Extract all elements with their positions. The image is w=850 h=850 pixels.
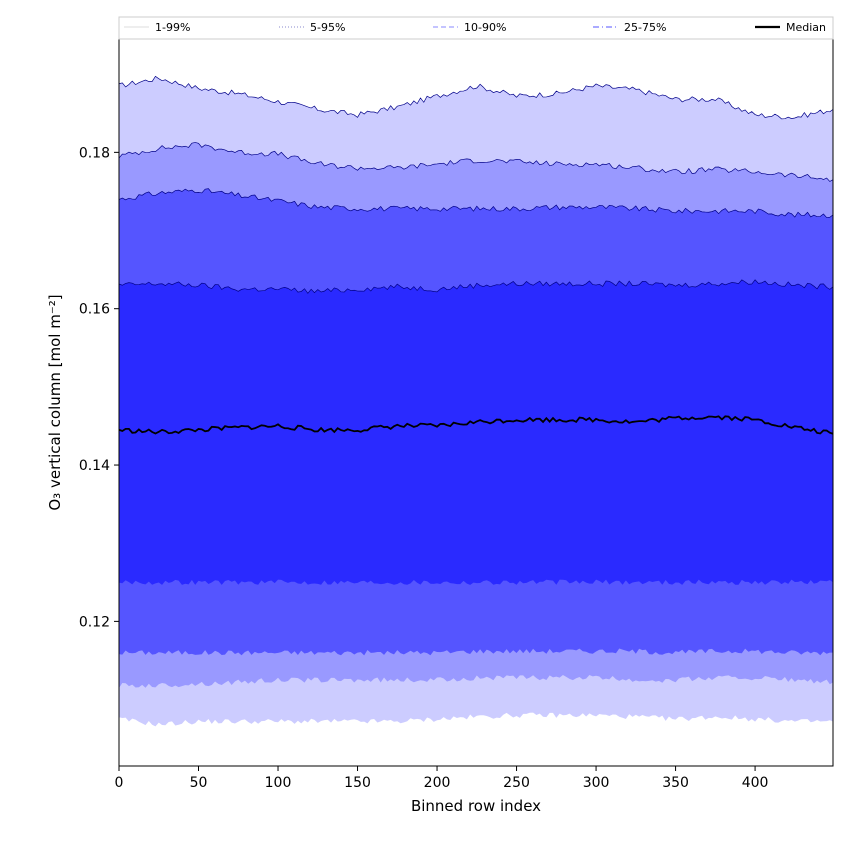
x-tick-label: 100 — [265, 775, 292, 791]
y-axis-label: O₃ vertical column [mol m⁻²] — [46, 294, 64, 510]
band-upper-edge-1-99% — [118, 75, 834, 120]
legend: 1-99% 5-95% 10-90% 25-75% Median — [118, 16, 834, 40]
band-upper-edge-10-90% — [118, 188, 834, 218]
x-tick-label: 400 — [742, 775, 769, 791]
legend-label: 10-90% — [464, 21, 506, 34]
x-tick-label: 250 — [503, 775, 530, 791]
legend-label: 25-75% — [624, 21, 666, 34]
legend-label: Median — [786, 21, 826, 34]
y-axis-ticks: 0.12 0.14 0.16 0.18 — [79, 145, 119, 630]
legend-label: 1-99% — [155, 21, 190, 34]
y-tick-label: 0.14 — [79, 458, 110, 474]
band-25-75% — [119, 279, 833, 585]
y-tick-label: 0.12 — [79, 614, 110, 630]
band-upper-edge-5-95% — [118, 142, 834, 182]
x-tick-label: 50 — [190, 775, 208, 791]
x-tick-label: 300 — [583, 775, 610, 791]
series-line-median — [118, 415, 834, 435]
x-axis-ticks: 0 50 100 150 200 250 300 350 400 — [115, 766, 769, 791]
x-axis-label: Binned row index — [411, 797, 541, 815]
percentile-bands — [118, 75, 834, 727]
legend-label: 5-95% — [310, 21, 345, 34]
x-tick-label: 0 — [115, 775, 124, 791]
y-tick-label: 0.16 — [79, 302, 110, 318]
x-tick-label: 150 — [344, 775, 371, 791]
y-tick-label: 0.18 — [79, 145, 110, 161]
median-layer — [118, 415, 834, 435]
x-tick-label: 200 — [424, 775, 451, 791]
band-upper-edge-25-75% — [118, 279, 834, 294]
legend-box — [118, 16, 834, 40]
x-tick-label: 350 — [662, 775, 689, 791]
